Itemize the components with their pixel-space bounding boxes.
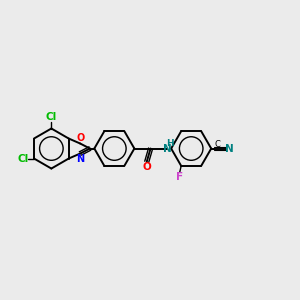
Text: N: N [225, 143, 234, 154]
Text: Cl: Cl [17, 154, 28, 164]
Text: F: F [176, 172, 183, 182]
Text: O: O [142, 162, 151, 172]
Text: C: C [215, 140, 220, 148]
Text: Cl: Cl [46, 112, 57, 122]
Text: N: N [76, 154, 84, 164]
Text: H: H [167, 139, 174, 148]
Text: N: N [163, 143, 171, 154]
Text: O: O [76, 133, 84, 143]
